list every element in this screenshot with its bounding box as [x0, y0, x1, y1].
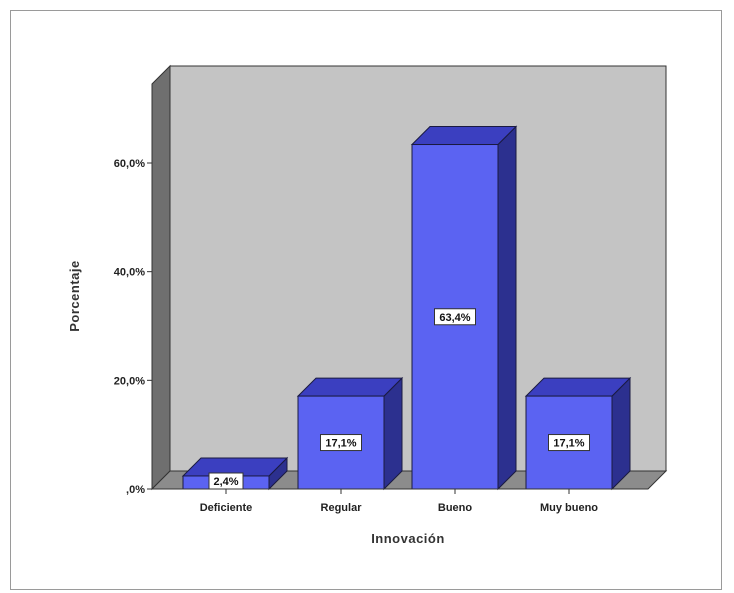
x-axis-title: Innovación — [371, 531, 445, 546]
bar: 17,1% — [296, 376, 404, 491]
x-tick-label: Bueno — [438, 502, 473, 514]
bar-top — [410, 126, 518, 146]
y-tick-label: 60,0% — [114, 158, 145, 170]
x-tick-label: Deficiente — [200, 502, 253, 514]
data-label-box — [434, 308, 476, 326]
x-tick-label: Regular — [321, 502, 363, 514]
bar: 2,4% — [181, 456, 289, 491]
y-axis: ,0% 20,0% 40,0% 60,0% — [114, 84, 153, 496]
data-label-box — [548, 434, 590, 452]
x-tick-label: Muy bueno — [540, 502, 598, 514]
data-label: 17,1% — [553, 438, 584, 450]
data-label: 17,1% — [325, 438, 356, 450]
bar-side — [383, 376, 403, 491]
bar-chart: ,0% 20,0% 40,0% 60,0% 2,4% 17,1% 63,4% 17,1% D… — [67, 64, 668, 546]
data-label-box — [320, 434, 362, 452]
y-tick-label: ,0% — [126, 484, 145, 496]
chart-frame: ,0% 20,0% 40,0% 60,0% 2,4% 17,1% 63,4% 17,1% D… — [10, 10, 722, 590]
bar-side — [611, 376, 631, 491]
left-wall — [151, 64, 171, 491]
bar-side — [497, 125, 517, 491]
bars: 2,4% 17,1% 63,4% 17,1% — [181, 125, 632, 491]
x-axis: Deficiente Regular Bueno Muy bueno — [152, 488, 648, 514]
y-tick-label: 40,0% — [114, 267, 145, 279]
bar-top — [296, 377, 404, 397]
data-label: 2,4% — [213, 476, 238, 488]
y-tick-label: 20,0% — [114, 375, 145, 387]
y-axis-title: Porcentaje — [67, 260, 82, 331]
bar: 17,1% — [524, 376, 632, 491]
bar-top — [524, 377, 632, 397]
data-label: 63,4% — [439, 312, 470, 324]
bar: 63,4% — [410, 125, 518, 491]
